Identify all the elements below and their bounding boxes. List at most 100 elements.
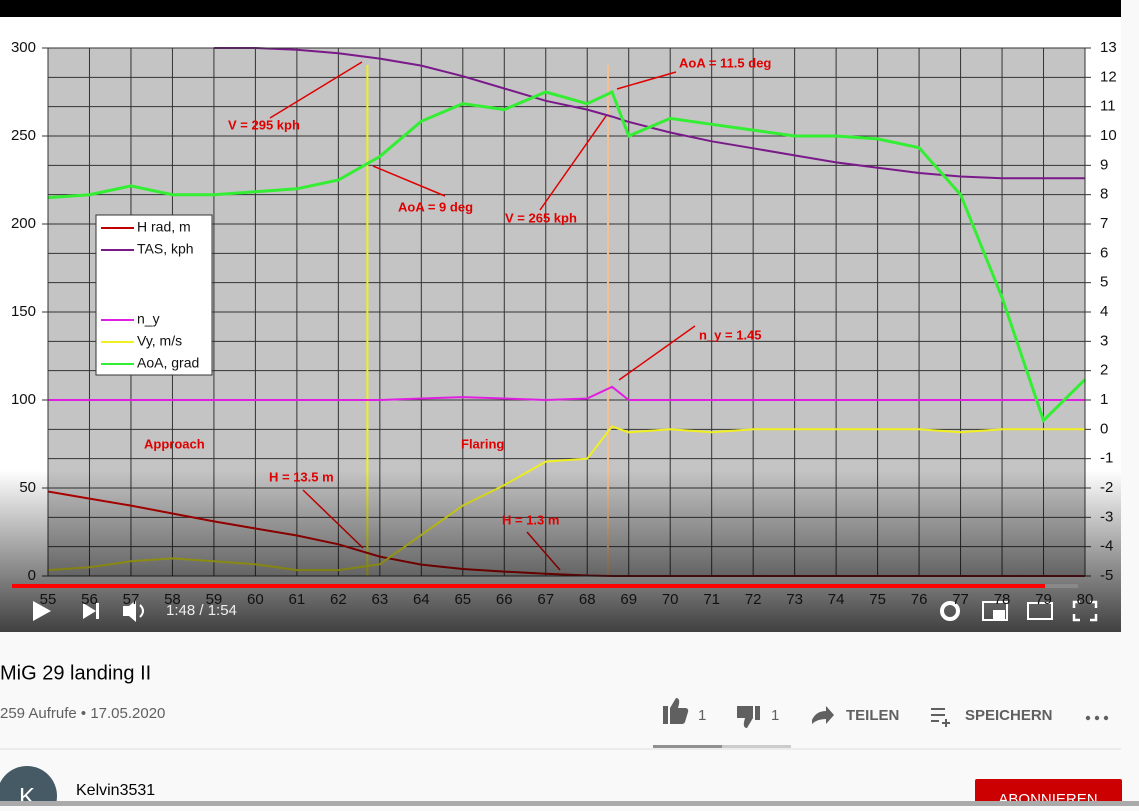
miniplayer-button[interactable] xyxy=(982,601,1008,621)
y2-tick-label: 11 xyxy=(1100,98,1116,115)
y-tick-label: 150 xyxy=(11,303,36,320)
x-tick-label: 57 xyxy=(123,591,140,608)
y-tick-label: 100 xyxy=(11,391,36,408)
legend-entries: H rad, m TAS, kph n_y Vy, m/s AoA, grad xyxy=(101,219,199,371)
progress-played[interactable] xyxy=(12,584,1045,588)
x-tick-label: 61 xyxy=(289,591,306,608)
y2-tick-label: 10 xyxy=(1100,127,1117,144)
x-tick-label: 64 xyxy=(413,591,430,608)
x-tick-label: 73 xyxy=(786,591,803,608)
annotation: n_y = 1.45 xyxy=(699,327,762,342)
legend-label: H rad, m xyxy=(137,219,191,235)
series-line xyxy=(48,385,1085,402)
like-count[interactable]: 1 xyxy=(698,707,706,724)
annotation: AoA = 9 deg xyxy=(398,199,473,214)
y2-tick-label: -2 xyxy=(1100,479,1113,496)
next-button[interactable] xyxy=(83,603,99,619)
x-tick-label: 77 xyxy=(952,591,969,608)
x-tick-label: 66 xyxy=(496,591,513,608)
y2-tick-label: 6 xyxy=(1100,244,1108,261)
y2-tick-label: 9 xyxy=(1100,156,1108,173)
fullscreen-button[interactable] xyxy=(1072,600,1098,622)
like-bar xyxy=(653,745,722,748)
x-tick-label: 78 xyxy=(994,591,1011,608)
legend-label: n_y xyxy=(137,311,160,327)
y-tick-label: 0 xyxy=(28,567,36,584)
y2-tick-label: 7 xyxy=(1100,215,1108,232)
legend-label: TAS, kph xyxy=(137,241,194,257)
dislike-bar xyxy=(722,745,791,748)
video-title: MiG 29 landing II xyxy=(0,662,151,684)
video-meta: 259 Aufrufe • 17.05.2020 xyxy=(0,705,165,722)
annotation: Flaring xyxy=(461,436,504,451)
channel-name[interactable]: Kelvin3531 xyxy=(76,782,155,799)
volume-button[interactable] xyxy=(123,600,144,622)
y2-tick-label: 4 xyxy=(1100,303,1108,320)
annotation: H = 13.5 m xyxy=(269,469,334,484)
x-tick-label: 72 xyxy=(745,591,762,608)
more-button[interactable] xyxy=(1085,715,1109,721)
video-top-bar xyxy=(0,0,1121,17)
x-tick-label: 80 xyxy=(1077,591,1094,608)
y-tick-label: 200 xyxy=(11,215,36,232)
controls-gradient xyxy=(0,470,1121,632)
theater-button[interactable] xyxy=(1027,602,1053,620)
x-tick-label: 68 xyxy=(579,591,596,608)
x-tick-label: 63 xyxy=(371,591,388,608)
annotation: V = 265 kph xyxy=(505,210,577,225)
legend-label: AoA, grad xyxy=(137,355,199,371)
y-tick-label: 250 xyxy=(11,127,36,144)
dislike-count[interactable]: 1 xyxy=(771,707,779,724)
y-tick-label: 50 xyxy=(19,479,36,496)
y2-tick-label: -1 xyxy=(1100,450,1113,467)
y2-tick-label: -4 xyxy=(1100,538,1113,555)
y2-tick-label: 2 xyxy=(1100,362,1108,379)
x-tick-label: 56 xyxy=(81,591,98,608)
dislike-icon[interactable] xyxy=(737,706,760,728)
share-icon[interactable] xyxy=(812,706,834,724)
x-tick-label: 67 xyxy=(537,591,554,608)
x-tick-label: 69 xyxy=(620,591,637,608)
annotation: AoA = 11.5 deg xyxy=(679,55,771,70)
settings-button[interactable] xyxy=(940,601,960,621)
x-tick-label: 76 xyxy=(911,591,928,608)
y2-tick-label: 5 xyxy=(1100,274,1108,291)
x-tick-label: 79 xyxy=(1035,591,1052,608)
annotation: H = 1.3 m xyxy=(502,512,559,527)
y2-tick-label: 1 xyxy=(1100,391,1108,408)
x-tick-label: 55 xyxy=(40,591,57,608)
x-tick-label: 59 xyxy=(206,591,223,608)
annotation: Approach xyxy=(144,436,205,451)
x-tick-label: 75 xyxy=(869,591,886,608)
save-icon[interactable] xyxy=(931,708,950,727)
x-tick-label: 65 xyxy=(454,591,471,608)
save-button[interactable]: SPEICHERN xyxy=(965,707,1053,724)
y2-tick-label: -5 xyxy=(1100,567,1113,584)
x-tick-label: 62 xyxy=(330,591,347,608)
scrollbar xyxy=(0,801,1139,806)
time: 1:48 / 1:54 xyxy=(166,602,237,619)
y-tick-label: 300 xyxy=(11,39,36,56)
like-icon[interactable] xyxy=(663,698,689,724)
y2-tick-label: -3 xyxy=(1100,508,1113,525)
y2-tick-label: 8 xyxy=(1100,186,1108,203)
annotation: V = 295 kph xyxy=(228,117,300,132)
legend xyxy=(95,214,213,376)
x-tick-label: 71 xyxy=(703,591,720,608)
y2-tick-label: 0 xyxy=(1100,420,1108,437)
y2-tick-label: 3 xyxy=(1100,332,1108,349)
y2-tick-label: 12 xyxy=(1100,68,1117,85)
avatar[interactable] xyxy=(0,766,57,811)
play-button[interactable] xyxy=(33,601,51,621)
x-tick-label: 58 xyxy=(164,591,181,608)
y2-tick-label: 13 xyxy=(1100,39,1117,56)
x-tick-label: 74 xyxy=(828,591,845,608)
x-tick-label: 70 xyxy=(662,591,679,608)
x-tick-label: 60 xyxy=(247,591,264,608)
legend-label: Vy, m/s xyxy=(137,333,182,349)
share-button[interactable]: TEILEN xyxy=(846,707,899,724)
series-line xyxy=(213,47,1085,180)
series-line xyxy=(47,89,1087,424)
